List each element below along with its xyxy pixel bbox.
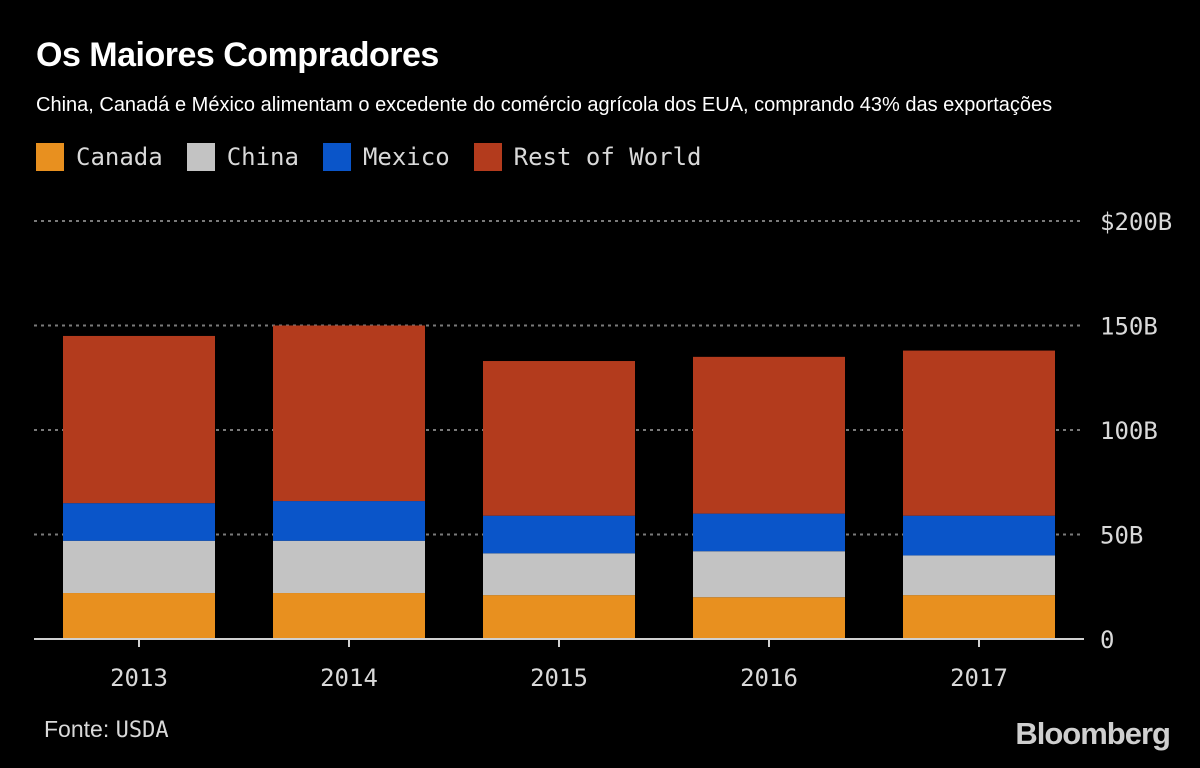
bar-segment	[903, 555, 1055, 596]
bar-segment	[903, 350, 1055, 516]
legend-swatch-mexico	[322, 143, 351, 171]
bar-segment	[63, 503, 215, 541]
legend-label-rest-of-world: Rest of World	[513, 143, 702, 171]
bar-segment	[693, 356, 845, 514]
legend-item-mexico: Mexico	[322, 143, 450, 171]
bar-segment	[903, 515, 1055, 556]
bar-segment	[693, 551, 845, 598]
source-note: Fonte: USDA	[44, 716, 169, 743]
y-tick-label: 150B	[1100, 313, 1158, 341]
bloomberg-logo: Bloomberg	[1015, 716, 1171, 751]
bar-segment	[483, 515, 635, 554]
x-tick-label: 2013	[110, 664, 168, 692]
y-tick-label: 100B	[1100, 417, 1158, 445]
legend: Canada China Mexico Rest of World	[36, 143, 726, 171]
bar-segment	[483, 553, 635, 596]
bar-segment	[273, 593, 425, 639]
bar-segment	[63, 593, 215, 639]
legend-label-mexico: Mexico	[362, 143, 450, 171]
bar-segment	[63, 335, 215, 504]
chart-title: Os Maiores Compradores	[36, 36, 439, 74]
bar-segment	[63, 540, 215, 594]
y-tick-label: 0	[1100, 626, 1114, 654]
chart-subtitle: China, Canadá e México alimentam o exced…	[36, 94, 1053, 116]
y-tick-label: 50B	[1100, 522, 1143, 550]
x-tick-label: 2015	[530, 664, 588, 692]
bar-segment	[693, 597, 845, 639]
legend-item-rest-of-world: Rest of World	[473, 143, 702, 171]
bar-segment	[273, 540, 425, 594]
legend-label-china: China	[226, 143, 299, 171]
x-tick-label: 2016	[740, 664, 798, 692]
legend-swatch-canada	[36, 143, 64, 171]
source-value: USDA	[115, 718, 169, 743]
bar-segment	[693, 513, 845, 552]
legend-item-canada: Canada	[36, 143, 163, 171]
legend-item-china: China	[186, 143, 299, 171]
y-tick-label: $200B	[1100, 208, 1172, 236]
legend-swatch-china	[186, 143, 215, 171]
bar-segment	[483, 595, 635, 639]
bar-segment	[903, 595, 1055, 639]
bar-segment	[273, 501, 425, 541]
x-tick-label: 2017	[950, 664, 1008, 692]
source-label: Fonte:	[44, 716, 110, 742]
legend-label-canada: Canada	[76, 143, 163, 171]
legend-swatch-rest-of-world	[473, 143, 502, 171]
bar-segment	[273, 325, 425, 502]
x-tick-label: 2014	[320, 664, 378, 692]
bar-segment	[483, 361, 635, 516]
